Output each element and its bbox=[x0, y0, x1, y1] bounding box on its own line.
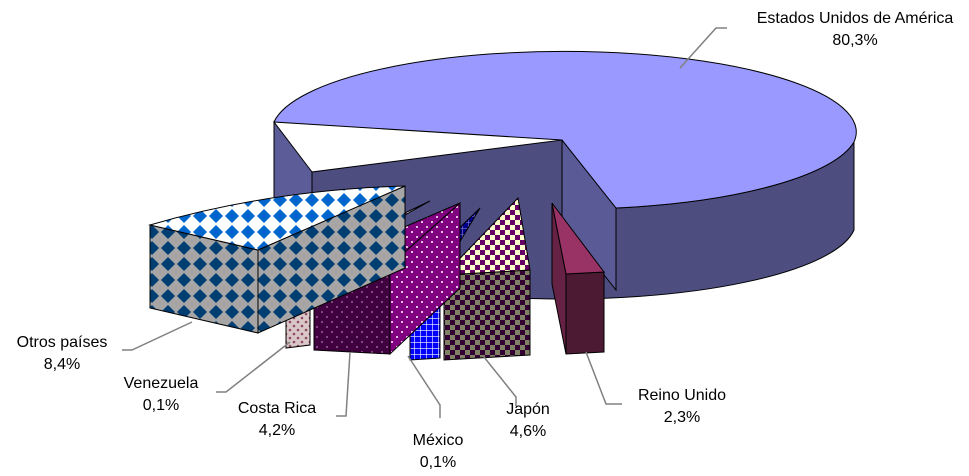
leader-japon bbox=[483, 356, 517, 406]
slice-reino-unido-top bbox=[551, 202, 605, 275]
label-otros-paises: Otros países bbox=[17, 334, 108, 351]
slice-otros-paises bbox=[148, 185, 406, 334]
leader-venezuela bbox=[216, 341, 291, 393]
leader-estados-unidos bbox=[679, 27, 727, 69]
leader-mexico bbox=[407, 355, 441, 418]
slice-otros-paises-top bbox=[148, 185, 406, 251]
label-reino-unido: Reino Unido bbox=[638, 387, 726, 404]
leader-costa-rica bbox=[336, 351, 351, 417]
label-venezuela: Venezuela bbox=[124, 375, 199, 392]
leader-otros-paises bbox=[122, 321, 193, 351]
pct-japon: 4,6% bbox=[510, 423, 546, 440]
label-mexico: México bbox=[413, 432, 464, 449]
label-costa-rica: Costa Rica bbox=[238, 400, 316, 417]
pct-costa-rica: 4,2% bbox=[259, 422, 295, 439]
slice-japon-top bbox=[442, 196, 531, 276]
pct-otros-paises: 8,4% bbox=[44, 356, 80, 373]
label-estados-unidos: Estados Unidos de América bbox=[757, 10, 954, 27]
pct-reino-unido: 2,3% bbox=[664, 409, 700, 426]
slice-reino-unido bbox=[551, 202, 605, 355]
pct-mexico: 0,1% bbox=[420, 454, 456, 471]
slice-labels: Estados Unidos de América 80,3% Reino Un… bbox=[17, 10, 954, 471]
pct-estados-unidos: 80,3% bbox=[832, 32, 877, 49]
pct-venezuela: 0,1% bbox=[143, 397, 179, 414]
leader-reino-unido bbox=[585, 351, 622, 405]
leader-lines bbox=[122, 27, 727, 418]
slice-reino-unido-front bbox=[565, 271, 605, 355]
label-japon: Japón bbox=[506, 401, 550, 418]
slice-estados-unidos-top bbox=[273, 50, 857, 209]
slice-japon bbox=[442, 196, 531, 361]
